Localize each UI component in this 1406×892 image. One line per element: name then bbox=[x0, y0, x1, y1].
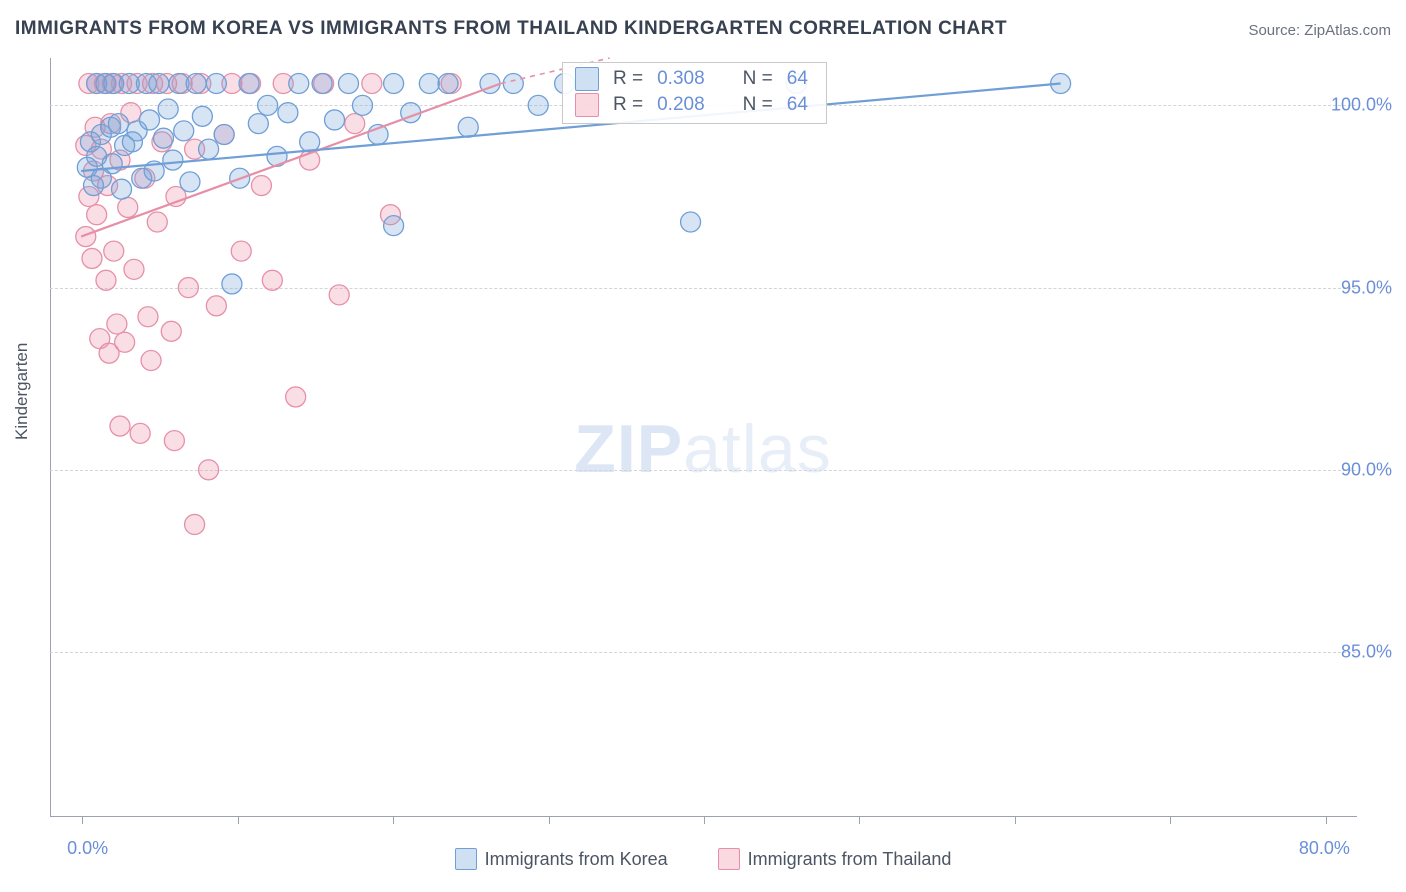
thailand-point bbox=[104, 241, 124, 261]
korea-point bbox=[140, 110, 160, 130]
korea-point bbox=[503, 74, 523, 94]
thailand-point bbox=[87, 205, 107, 225]
chart-container: IMMIGRANTS FROM KOREA VS IMMIGRANTS FROM… bbox=[0, 0, 1406, 892]
korea-point bbox=[312, 74, 332, 94]
legend-label: Immigrants from Korea bbox=[485, 849, 668, 870]
chart-title: IMMIGRANTS FROM KOREA VS IMMIGRANTS FROM… bbox=[15, 18, 1007, 40]
korea-point bbox=[174, 121, 194, 141]
n-value: 64 bbox=[787, 68, 808, 90]
x-tick bbox=[1015, 816, 1016, 824]
korea-point bbox=[419, 74, 439, 94]
korea-point bbox=[222, 274, 242, 294]
korea-point bbox=[278, 103, 298, 123]
thailand-point bbox=[107, 314, 127, 334]
legend-item: Immigrants from Korea bbox=[455, 848, 668, 870]
korea-point bbox=[239, 74, 259, 94]
thailand-point bbox=[164, 431, 184, 451]
legend-item: Immigrants from Thailand bbox=[718, 848, 952, 870]
x-tick bbox=[1326, 816, 1327, 824]
korea-point bbox=[258, 95, 278, 115]
y-axis-label: Kindergarten bbox=[12, 343, 32, 440]
korea-point bbox=[153, 128, 173, 148]
x-tick bbox=[549, 816, 550, 824]
n-label: N = bbox=[743, 68, 773, 90]
thailand-point bbox=[99, 343, 119, 363]
legend-swatch bbox=[575, 67, 599, 91]
korea-point bbox=[384, 74, 404, 94]
legend-swatch bbox=[455, 848, 477, 870]
thailand-point bbox=[147, 212, 167, 232]
thailand-point bbox=[329, 285, 349, 305]
thailand-point bbox=[96, 270, 116, 290]
korea-point bbox=[149, 74, 169, 94]
stats-row: R = 0.208 N = 64 bbox=[575, 93, 808, 117]
x-tick bbox=[393, 816, 394, 824]
korea-point bbox=[325, 110, 345, 130]
korea-point bbox=[108, 114, 128, 134]
thailand-point bbox=[206, 296, 226, 316]
r-value: 0.308 bbox=[657, 68, 705, 90]
thailand-point bbox=[185, 514, 205, 534]
korea-point bbox=[681, 212, 701, 232]
x-tick bbox=[704, 816, 705, 824]
chart-svg bbox=[50, 58, 1356, 816]
thailand-point bbox=[161, 321, 181, 341]
korea-point bbox=[353, 95, 373, 115]
korea-point bbox=[102, 154, 122, 174]
n-value: 64 bbox=[787, 94, 808, 116]
korea-point bbox=[384, 216, 404, 236]
korea-point bbox=[206, 74, 226, 94]
korea-point bbox=[528, 95, 548, 115]
thailand-point bbox=[362, 74, 382, 94]
thailand-point bbox=[118, 197, 138, 217]
stats-row: R = 0.308 N = 64 bbox=[575, 67, 808, 91]
legend-label: Immigrants from Thailand bbox=[748, 849, 952, 870]
x-tick bbox=[1170, 816, 1171, 824]
thailand-point bbox=[76, 227, 96, 247]
korea-point bbox=[289, 74, 309, 94]
thailand-point bbox=[251, 176, 271, 196]
r-label: R = bbox=[613, 68, 643, 90]
korea-point bbox=[158, 99, 178, 119]
korea-point bbox=[300, 132, 320, 152]
korea-point bbox=[112, 179, 132, 199]
korea-point bbox=[214, 125, 234, 145]
korea-point bbox=[192, 106, 212, 126]
thailand-point bbox=[345, 114, 365, 134]
korea-point bbox=[163, 150, 183, 170]
n-label: N = bbox=[743, 94, 773, 116]
thailand-point bbox=[110, 416, 130, 436]
thailand-point bbox=[286, 387, 306, 407]
thailand-point bbox=[138, 307, 158, 327]
x-tick bbox=[859, 816, 860, 824]
bottom-legend: Immigrants from Korea Immigrants from Tha… bbox=[0, 848, 1406, 870]
thailand-point bbox=[82, 248, 102, 268]
korea-point bbox=[339, 74, 359, 94]
thailand-point bbox=[231, 241, 251, 261]
thailand-point bbox=[199, 460, 219, 480]
korea-point bbox=[248, 114, 268, 134]
korea-point bbox=[180, 172, 200, 192]
korea-point bbox=[438, 74, 458, 94]
korea-point bbox=[186, 74, 206, 94]
stats-legend-box: R = 0.308 N = 64 R = 0.208 N = 64 bbox=[562, 62, 827, 124]
source-label: Source: ZipAtlas.com bbox=[1248, 22, 1391, 39]
x-tick bbox=[82, 816, 83, 824]
thailand-point bbox=[124, 259, 144, 279]
thailand-point bbox=[262, 270, 282, 290]
thailand-point bbox=[130, 423, 150, 443]
legend-swatch bbox=[575, 93, 599, 117]
thailand-point bbox=[141, 350, 161, 370]
thailand-point bbox=[178, 278, 198, 298]
korea-point bbox=[458, 117, 478, 137]
legend-swatch bbox=[718, 848, 740, 870]
r-label: R = bbox=[613, 94, 643, 116]
korea-point bbox=[199, 139, 219, 159]
x-tick bbox=[238, 816, 239, 824]
r-value: 0.208 bbox=[657, 94, 705, 116]
